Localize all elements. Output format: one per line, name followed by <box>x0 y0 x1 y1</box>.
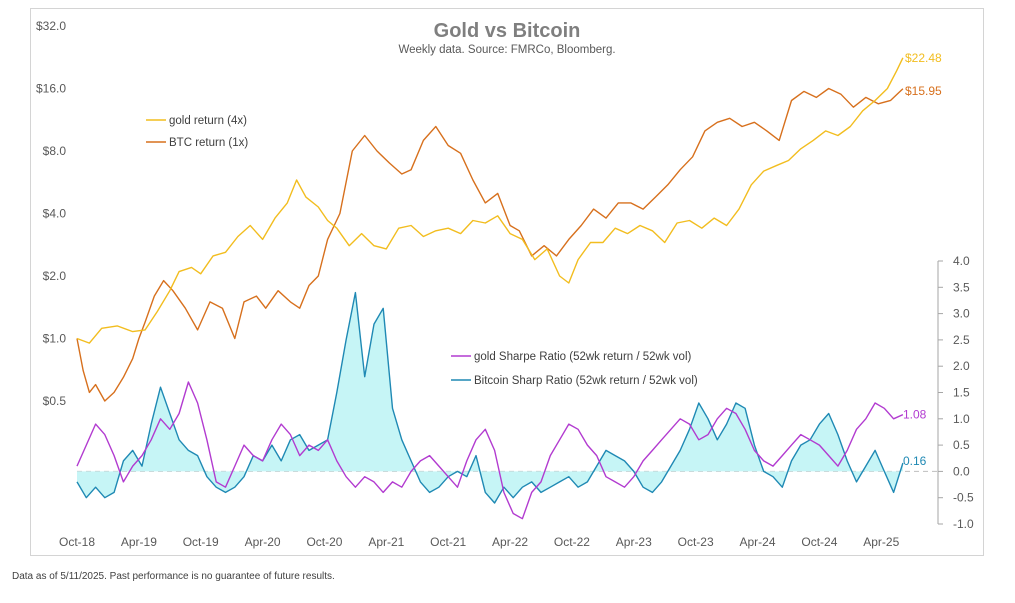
legend-btc-return-label: BTC return (1x) <box>169 137 248 149</box>
right-axis-tick-label: -1.0 <box>953 517 974 531</box>
left-axis-tick-label: $1.0 <box>43 332 67 346</box>
bitcoin-sharpe-fill <box>77 292 903 503</box>
legend-bitcoin-sharpe-label: Bitcoin Sharp Ratio (52wk return / 52wk … <box>474 375 698 387</box>
x-axis-tick-label: Oct-23 <box>678 535 714 549</box>
bitcoin-sharpe-end-label: 0.16 <box>903 454 927 468</box>
x-axis-tick-label: Apr-24 <box>740 535 776 549</box>
chart-frame <box>30 8 984 556</box>
x-axis-tick-label: Oct-21 <box>430 535 466 549</box>
right-axis-tick-label: 3.0 <box>953 307 970 321</box>
legend-gold-sharpe-label: gold Sharpe Ratio (52wk return / 52wk vo… <box>474 351 691 363</box>
left-axis-tick-label: $2.0 <box>43 269 67 283</box>
gold-vs-bitcoin-chart: Gold vs Bitcoin Weekly data. Source: FMRC… <box>36 19 974 549</box>
x-axis-tick-label: Oct-24 <box>801 535 837 549</box>
x-axis-tick-label: Oct-19 <box>183 535 219 549</box>
right-axis-tick-label: 0.5 <box>953 438 970 452</box>
gold-return-end-label: $22.48 <box>905 51 942 65</box>
right-axis-tick-label: 1.5 <box>953 386 970 400</box>
left-axis-tick-label: $0.5 <box>43 394 67 408</box>
right-axis-tick-label: 4.0 <box>953 254 970 268</box>
bitcoin-sharpe-line <box>76 291 904 504</box>
x-axis-tick-label: Apr-25 <box>863 535 899 549</box>
x-axis-tick-label: Apr-21 <box>368 535 404 549</box>
x-axis-tick-label: Oct-22 <box>554 535 590 549</box>
legend-gold-return-label: gold return (4x) <box>169 115 247 127</box>
left-axis-tick-label: $4.0 <box>43 207 67 221</box>
footnote: Data as of 5/11/2025. Past performance i… <box>12 571 335 582</box>
x-axis-tick-label: Oct-18 <box>59 535 95 549</box>
gold-sharpe-end-label: 1.08 <box>903 408 927 422</box>
x-axis-tick-label: Apr-23 <box>616 535 652 549</box>
chart-subtitle: Weekly data. Source: FMRCo, Bloomberg. <box>398 44 615 56</box>
btc-return-line <box>76 87 904 402</box>
left-axis-tick-label: $16.0 <box>36 82 66 96</box>
left-axis-tick-label: $32.0 <box>36 19 66 33</box>
x-axis-tick-label: Oct-20 <box>306 535 342 549</box>
x-axis-tick-label: Apr-22 <box>492 535 528 549</box>
right-axis-tick-label: -0.5 <box>953 491 974 505</box>
left-axis-tick-label: $8.0 <box>43 144 67 158</box>
x-axis-tick-label: Apr-19 <box>121 535 157 549</box>
right-axis-tick-label: 1.0 <box>953 412 970 426</box>
right-axis-tick-label: 0.0 <box>953 464 970 478</box>
right-axis-tick-label: 2.0 <box>953 359 970 373</box>
x-axis-tick-label: Apr-20 <box>245 535 281 549</box>
btc-return-end-label: $15.95 <box>905 84 942 98</box>
gold-sharpe-line <box>76 381 904 520</box>
chart-title: Gold vs Bitcoin <box>434 20 581 42</box>
right-axis-tick-label: 2.5 <box>953 333 970 347</box>
right-axis-tick-label: 3.5 <box>953 280 970 294</box>
gold-return-line <box>76 57 904 344</box>
